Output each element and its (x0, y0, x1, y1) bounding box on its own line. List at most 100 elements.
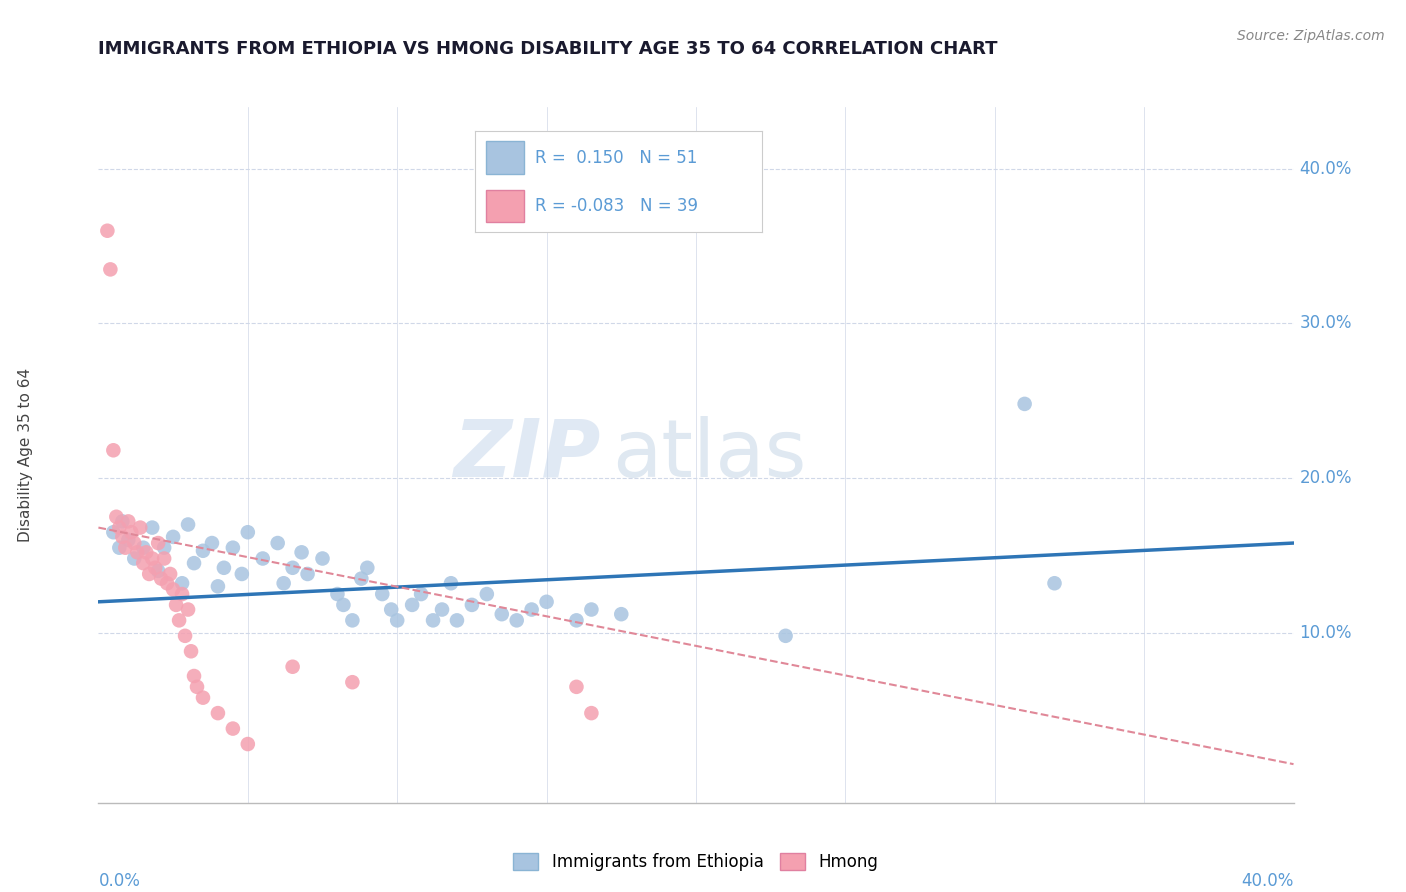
Text: 10.0%: 10.0% (1299, 624, 1353, 641)
Point (222, 541, 245, 555)
Point (111, 515, 134, 529)
Point (191, 543, 214, 558)
Point (111, 530, 134, 544)
Text: 20.0%: 20.0% (1299, 469, 1353, 487)
Point (172, 576, 194, 591)
Point (174, 629, 197, 643)
Point (401, 598, 423, 612)
Point (231, 566, 253, 581)
Point (135, 545, 157, 559)
Point (124, 536, 146, 550)
Point (581, 706, 603, 720)
Point (297, 566, 319, 581)
Point (114, 541, 136, 555)
Point (212, 561, 235, 575)
Point (236, 737, 259, 751)
Point (180, 644, 202, 658)
Point (1043, 576, 1066, 591)
Point (162, 530, 184, 544)
Point (103, 525, 125, 540)
Point (129, 520, 152, 534)
Point (153, 551, 176, 566)
Point (385, 613, 409, 627)
Text: 40.0%: 40.0% (1241, 872, 1294, 890)
Point (207, 579, 229, 593)
Point (236, 525, 259, 540)
Point (475, 587, 498, 601)
Point (162, 582, 184, 597)
Point (117, 515, 139, 529)
Point (156, 576, 179, 591)
Point (108, 541, 131, 555)
Point (207, 706, 229, 720)
Point (148, 536, 170, 550)
Point (446, 613, 468, 627)
Point (290, 545, 312, 559)
Point (461, 598, 484, 612)
Point (252, 551, 274, 566)
Point (124, 551, 146, 566)
Point (356, 561, 378, 575)
Text: ZIP: ZIP (453, 416, 600, 494)
Point (167, 613, 190, 627)
Point (520, 602, 543, 616)
Point (411, 587, 433, 601)
Point (127, 545, 149, 559)
Text: 40.0%: 40.0% (1299, 160, 1353, 178)
Point (98, 262, 122, 277)
Point (506, 613, 529, 627)
Point (565, 680, 588, 694)
Text: IMMIGRANTS FROM ETHIOPIA VS HMONG DISABILITY AGE 35 TO 64 CORRELATION CHART: IMMIGRANTS FROM ETHIOPIA VS HMONG DISABI… (98, 40, 998, 58)
Point (148, 564, 170, 578)
Point (326, 587, 349, 601)
Text: atlas: atlas (612, 416, 807, 494)
Point (311, 551, 333, 566)
Point (141, 551, 163, 566)
Point (281, 561, 304, 575)
Text: R = -0.083   N = 39: R = -0.083 N = 39 (536, 197, 699, 215)
Point (380, 602, 402, 616)
FancyBboxPatch shape (486, 190, 523, 222)
Point (172, 587, 194, 601)
Point (183, 669, 205, 683)
Point (103, 443, 125, 458)
Point (342, 675, 364, 690)
Point (281, 659, 304, 673)
Point (153, 541, 176, 555)
Point (491, 607, 513, 622)
Text: R =  0.150   N = 51: R = 0.150 N = 51 (536, 149, 697, 167)
Point (150, 572, 173, 586)
Point (440, 576, 463, 591)
FancyBboxPatch shape (486, 142, 523, 174)
Text: 30.0%: 30.0% (1299, 315, 1353, 333)
Point (565, 613, 588, 627)
Point (141, 520, 163, 534)
Point (581, 602, 603, 616)
Point (105, 509, 128, 524)
Point (332, 598, 354, 612)
Point (108, 520, 131, 534)
Point (267, 536, 290, 550)
Text: Disability Age 35 to 64: Disability Age 35 to 64 (18, 368, 32, 542)
Point (1014, 397, 1036, 411)
Point (143, 561, 166, 575)
Point (610, 607, 633, 622)
Point (138, 566, 160, 581)
Point (191, 690, 214, 705)
Point (536, 595, 558, 609)
Point (350, 572, 373, 586)
Point (186, 680, 208, 694)
Point (222, 722, 245, 736)
Legend: Immigrants from Ethiopia, Hmong: Immigrants from Ethiopia, Hmong (506, 847, 886, 878)
Point (371, 587, 394, 601)
Point (177, 602, 200, 616)
Point (165, 598, 187, 612)
Text: Source: ZipAtlas.com: Source: ZipAtlas.com (1237, 29, 1385, 43)
Point (117, 533, 139, 547)
Point (201, 536, 224, 550)
Point (159, 566, 181, 581)
Point (132, 541, 155, 555)
Point (177, 517, 200, 532)
Point (422, 613, 444, 627)
Point (132, 556, 155, 570)
